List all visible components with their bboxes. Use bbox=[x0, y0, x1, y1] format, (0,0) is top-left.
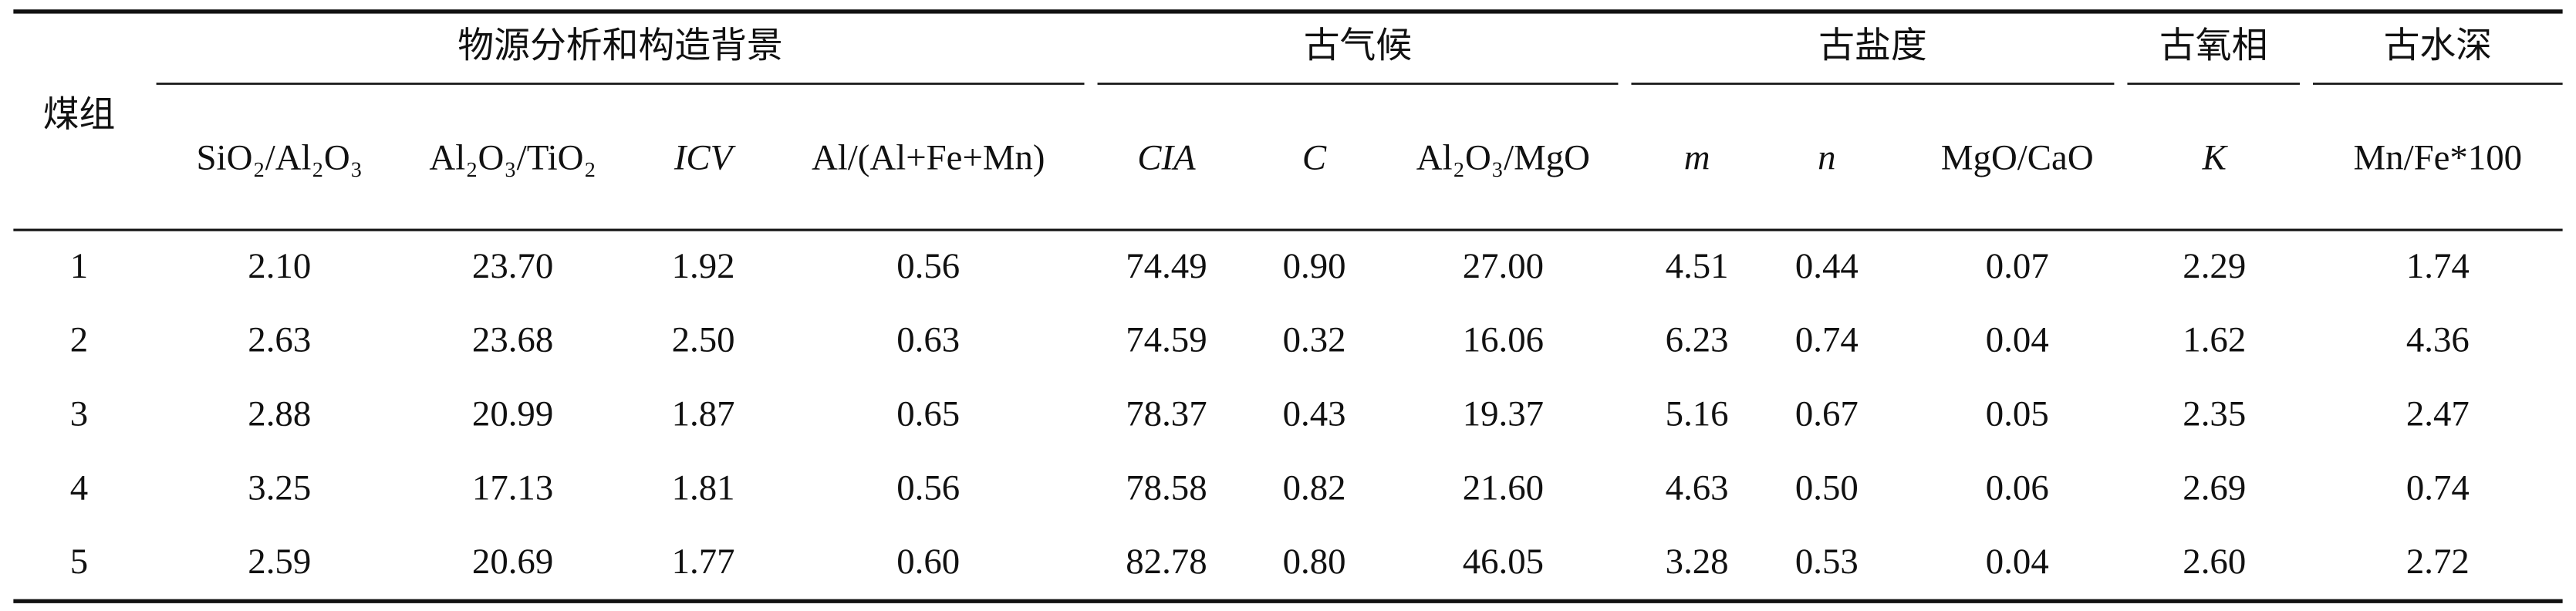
cell: 2.63 bbox=[248, 320, 311, 360]
row-label: 3 bbox=[70, 394, 88, 434]
cell: 2.29 bbox=[2183, 246, 2246, 286]
column-header: Mn/Fe*100 bbox=[2354, 137, 2523, 177]
cell: 4.63 bbox=[1666, 468, 1729, 508]
cell: 2.72 bbox=[2406, 542, 2470, 582]
column-header: K bbox=[2202, 137, 2229, 177]
cell: 2.88 bbox=[248, 394, 311, 434]
cell: 1.81 bbox=[672, 468, 735, 508]
group-header: 古盐度 bbox=[1818, 26, 1926, 66]
column-header: Al₂O₃/TiO₂ bbox=[429, 137, 596, 177]
cell: 21.60 bbox=[1463, 468, 1544, 508]
cell: 2.50 bbox=[672, 320, 735, 360]
cell: 0.06 bbox=[1986, 468, 2049, 508]
cell: 2.10 bbox=[248, 246, 311, 286]
cell: 0.43 bbox=[1283, 394, 1346, 434]
cell: 0.04 bbox=[1986, 320, 2049, 360]
cell: 0.53 bbox=[1795, 542, 1859, 582]
cell: 5.16 bbox=[1666, 394, 1729, 434]
column-header: MgO/CaO bbox=[1941, 137, 2094, 177]
row-header: 煤组 bbox=[43, 95, 116, 135]
column-header: SiO₂/Al₂O₃ bbox=[197, 137, 363, 177]
cell: 82.78 bbox=[1126, 542, 1207, 582]
cell: 17.13 bbox=[472, 468, 553, 508]
column-header: Al₂O₃/MgO bbox=[1416, 137, 1590, 177]
cell: 0.04 bbox=[1986, 542, 2049, 582]
cell: 0.07 bbox=[1986, 246, 2049, 286]
cell: 0.74 bbox=[1795, 320, 1859, 360]
group-header: 古氧相 bbox=[2159, 26, 2267, 66]
cell: 23.68 bbox=[472, 320, 553, 360]
cell: 0.65 bbox=[896, 394, 960, 434]
column-header: n bbox=[1818, 137, 1835, 177]
group-header: 物源分析和构造背景 bbox=[457, 26, 782, 66]
row-label: 2 bbox=[70, 320, 88, 360]
cell: 2.69 bbox=[2183, 468, 2246, 508]
cell: 2.60 bbox=[2183, 542, 2246, 582]
cell: 19.37 bbox=[1463, 394, 1544, 434]
cell: 0.32 bbox=[1283, 320, 1346, 360]
row-label: 4 bbox=[70, 468, 88, 508]
cell: 0.44 bbox=[1795, 246, 1859, 286]
cell: 4.36 bbox=[2406, 320, 2470, 360]
cell: 23.70 bbox=[472, 246, 553, 286]
column-header: ICV bbox=[674, 137, 737, 177]
cell: 27.00 bbox=[1463, 246, 1544, 286]
cell: 74.49 bbox=[1126, 246, 1207, 286]
cell: 20.69 bbox=[472, 542, 553, 582]
cell: 1.77 bbox=[672, 542, 735, 582]
cell: 0.80 bbox=[1283, 542, 1346, 582]
cell: 46.05 bbox=[1463, 542, 1544, 582]
cell: 74.59 bbox=[1126, 320, 1207, 360]
cell: 78.37 bbox=[1126, 394, 1207, 434]
cell: 1.74 bbox=[2406, 246, 2470, 286]
cell: 0.90 bbox=[1283, 246, 1346, 286]
cell: 6.23 bbox=[1666, 320, 1729, 360]
cell: 16.06 bbox=[1463, 320, 1544, 360]
cell: 2.47 bbox=[2406, 394, 2470, 434]
column-header: m bbox=[1684, 137, 1710, 177]
cell: 0.63 bbox=[896, 320, 960, 360]
row-label: 5 bbox=[70, 542, 88, 582]
cell: 78.58 bbox=[1126, 468, 1207, 508]
cell: 0.60 bbox=[896, 542, 960, 582]
cell: 1.92 bbox=[672, 246, 735, 286]
column-header: C bbox=[1302, 137, 1327, 177]
cell: 20.99 bbox=[472, 394, 553, 434]
cell: 3.25 bbox=[248, 468, 311, 508]
cell: 4.51 bbox=[1666, 246, 1729, 286]
row-label: 1 bbox=[70, 246, 88, 286]
group-header: 古气候 bbox=[1304, 26, 1412, 66]
cell: 0.56 bbox=[896, 246, 960, 286]
column-header: Al/(Al+Fe+Mn) bbox=[812, 137, 1045, 177]
cell: 0.50 bbox=[1795, 468, 1859, 508]
cell: 1.87 bbox=[672, 394, 735, 434]
cell: 0.05 bbox=[1986, 394, 2049, 434]
cell: 1.62 bbox=[2183, 320, 2246, 360]
cell: 0.82 bbox=[1283, 468, 1346, 508]
cell: 0.56 bbox=[896, 468, 960, 508]
column-header: CIA bbox=[1137, 137, 1196, 177]
cell: 0.74 bbox=[2406, 468, 2470, 508]
group-header: 古水深 bbox=[2384, 26, 2492, 66]
cell: 2.35 bbox=[2183, 394, 2246, 434]
cell: 3.28 bbox=[1666, 542, 1729, 582]
cell: 0.67 bbox=[1795, 394, 1859, 434]
cell: 2.59 bbox=[248, 542, 311, 582]
